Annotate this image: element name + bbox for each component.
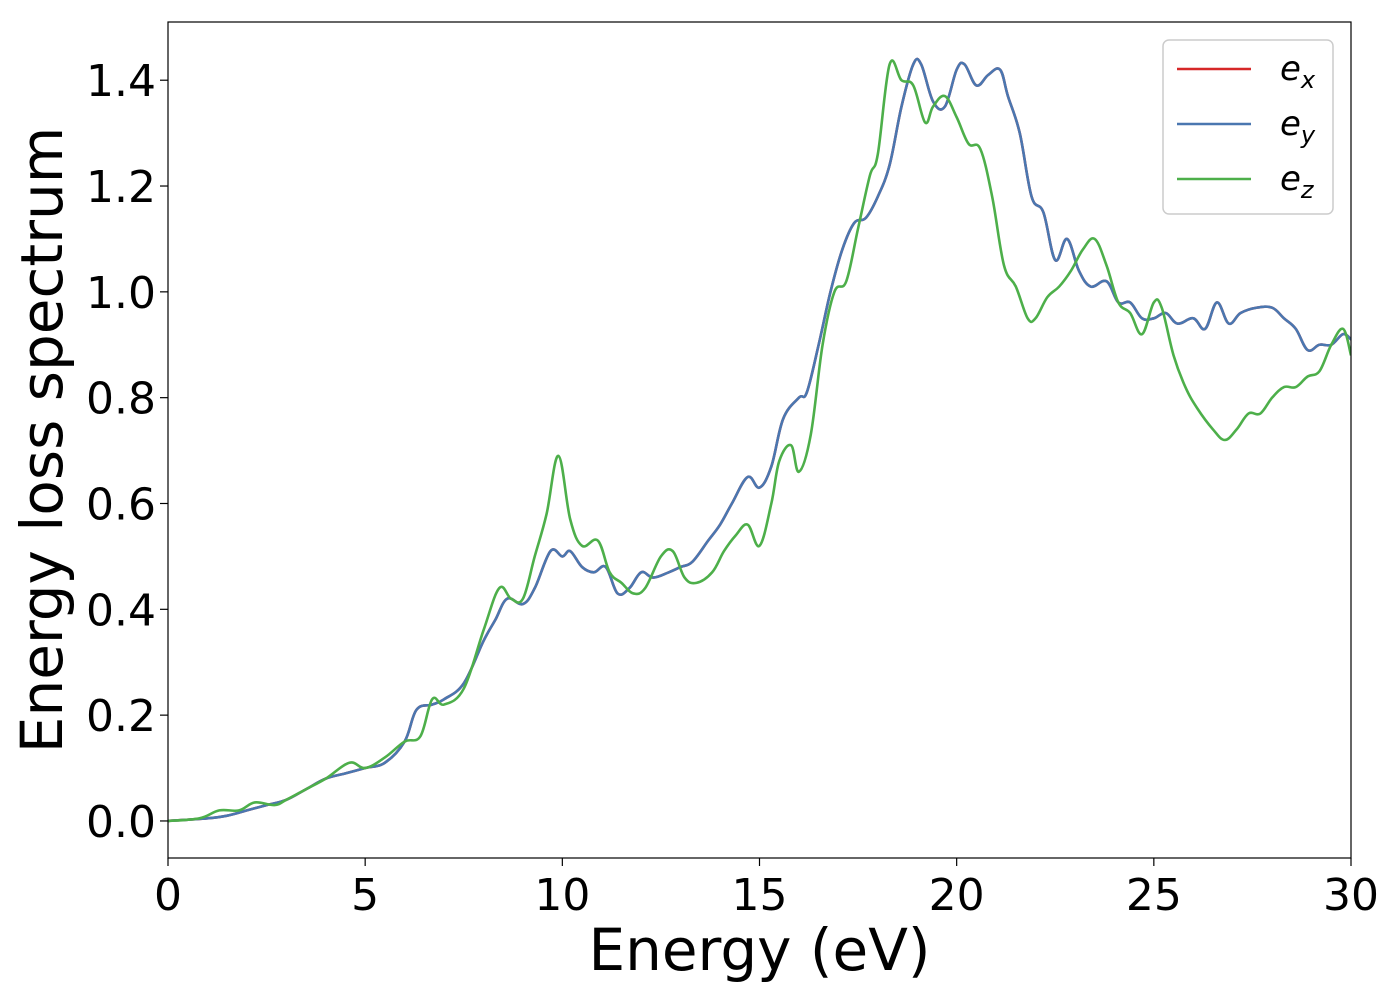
x-tick-label: 15 — [732, 870, 788, 921]
x-tick-label: 20 — [929, 870, 985, 921]
legend-label-y: ey — [1280, 104, 1316, 149]
y-axis-label: Energy loss spectrum — [8, 127, 76, 753]
y-tick-label: 1.4 — [86, 56, 156, 107]
x-tick-label: 5 — [351, 870, 379, 921]
y-tick-label: 0.4 — [86, 585, 156, 636]
legend-label-z: ez — [1280, 159, 1315, 204]
x-tick-label: 30 — [1323, 870, 1379, 921]
legend-box — [1162, 39, 1334, 215]
y-axis-ticks: 0.0 0.2 0.4 0.6 0.8 1.0 1.2 1.4 — [86, 56, 168, 848]
series-layer — [168, 57, 1351, 823]
y-tick-label: 1.0 — [86, 268, 156, 319]
series-line-z — [168, 59, 1351, 823]
y-tick-label: 0.2 — [86, 691, 156, 742]
y-tick-label: 0.6 — [86, 479, 156, 530]
x-axis-ticks: 0 5 10 15 20 25 30 — [154, 858, 1379, 921]
y-tick-label: 0.0 — [86, 797, 156, 848]
legend: ex ey ez — [1162, 39, 1334, 215]
series-line-y — [168, 57, 1351, 823]
x-axis-label: Energy (eV) — [588, 916, 930, 984]
x-tick-label: 25 — [1126, 870, 1182, 921]
legend-label-x: ex — [1280, 49, 1316, 94]
x-tick-label: 0 — [154, 870, 182, 921]
y-tick-label: 1.2 — [86, 162, 156, 213]
y-tick-label: 0.8 — [86, 374, 156, 425]
x-tick-label: 10 — [534, 870, 590, 921]
